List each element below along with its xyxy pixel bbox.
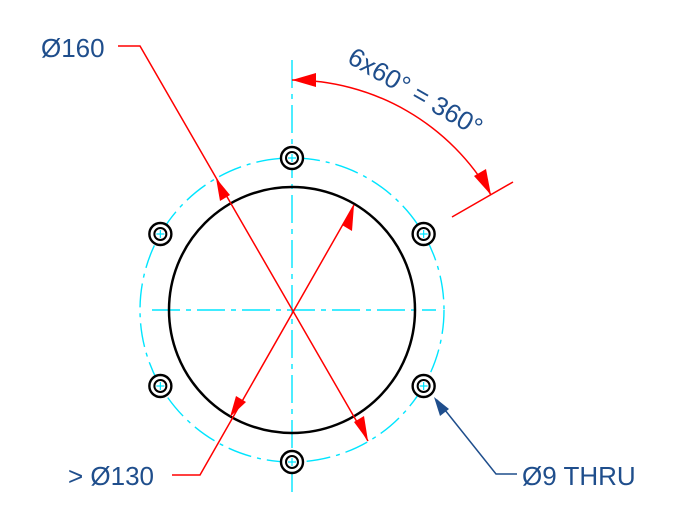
bolt-hole bbox=[148, 373, 173, 399]
bolt-hole bbox=[411, 373, 436, 399]
bolt-hole bbox=[279, 145, 305, 171]
angle-dimension bbox=[291, 73, 514, 218]
hole-callout-leader bbox=[434, 397, 517, 475]
angle-arc bbox=[291, 79, 492, 196]
diameter-160-leader bbox=[118, 45, 369, 442]
bolt-hole bbox=[148, 221, 173, 247]
bolt-hole-inner bbox=[416, 227, 431, 241]
bolt-hole-center-mark bbox=[156, 230, 165, 238]
bolt-hole-center-mark bbox=[419, 382, 428, 390]
bolt-hole-center-mark bbox=[288, 458, 296, 466]
angle-arrow-start bbox=[292, 73, 316, 87]
bolt-hole-inner bbox=[416, 379, 431, 393]
bolt-hole-inner bbox=[285, 151, 299, 165]
bolt-holes bbox=[148, 145, 436, 475]
hole-leader-line bbox=[436, 399, 517, 475]
bolt-hole-center-mark bbox=[156, 382, 165, 390]
diameter-160-label: Ø160 bbox=[41, 33, 105, 63]
bolt-hole-center-mark bbox=[288, 154, 296, 162]
hole-leader-arrow bbox=[434, 397, 449, 416]
hole-callout-label: Ø9 THRU bbox=[522, 461, 636, 491]
diameter-130-arrow-bottom bbox=[230, 396, 246, 417]
diameter-160-dimension bbox=[118, 45, 369, 442]
angle-arrow-end bbox=[474, 169, 491, 195]
bolt-hole-center-mark bbox=[419, 230, 428, 238]
diameter-130-arrow-top bbox=[342, 205, 354, 231]
bolt-hole-inner bbox=[153, 227, 168, 241]
diameter-130-dimension bbox=[172, 204, 355, 476]
angle-extension-line bbox=[451, 181, 514, 218]
bolt-hole-inner bbox=[285, 455, 299, 469]
bolt-hole-inner bbox=[153, 379, 168, 393]
bolt-circle bbox=[139, 157, 445, 463]
bolt-hole bbox=[411, 221, 436, 247]
bolt-hole bbox=[279, 449, 305, 475]
bore-circle bbox=[167, 185, 417, 435]
diameter-130-leader bbox=[172, 204, 355, 476]
diameter-160-arrow-bottom bbox=[354, 416, 368, 441]
diameter-160-arrow-top bbox=[216, 178, 230, 201]
diameter-130-label: > Ø130 bbox=[68, 461, 154, 491]
